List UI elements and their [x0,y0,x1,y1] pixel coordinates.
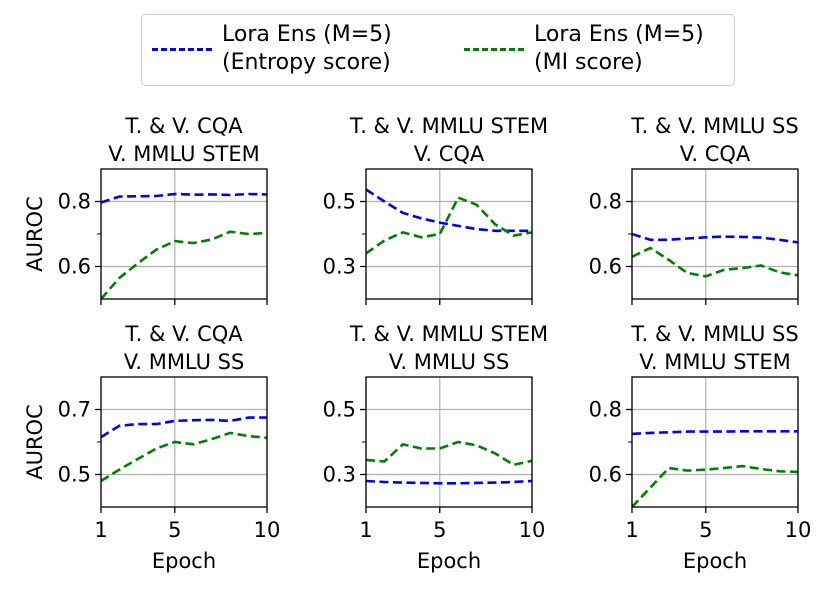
panel-title-line2: V. MMLU STEM [108,142,260,166]
x-tick-label: 10 [785,518,812,542]
y-tick-label: 0.6 [58,255,91,279]
panel-title-line2: V. MMLU SS [124,350,245,374]
y-tick-label: 0.3 [323,463,356,487]
series-line-entropy [632,429,798,436]
plot-frame [631,376,799,508]
series-group [366,188,532,255]
panel-title-line1: T. & V. CQA [124,322,243,346]
series-line-mi [366,195,532,255]
panel-title-line1: T. & V. MMLU STEM [349,322,548,346]
y-tick-label: 0.6 [589,463,622,487]
y-tick-label: 0.8 [589,190,622,214]
x-tick-label: 10 [254,518,281,542]
plot-frame [631,168,799,300]
series-group [101,416,267,483]
legend: Lora Ens (M=5) (Entropy score) Lora Ens … [141,14,735,86]
series-line-entropy [366,188,532,233]
panel-title-line2: V. MMLU STEM [639,350,791,374]
series-group [366,440,532,485]
series-line-mi [632,246,798,278]
x-tick-label: 1 [625,518,638,542]
panel-title-line1: T. & V. MMLU SS [630,114,798,138]
series-line-entropy [101,192,267,204]
series-line-mi [366,440,532,467]
y-tick-label: 0.7 [58,398,91,422]
y-tick-label: 0.5 [58,463,91,487]
panel-title-line1: T. & V. MMLU SS [630,322,798,346]
panel-title-line1: T. & V. MMLU STEM [349,114,548,138]
plot-frame [365,168,533,300]
series-line-mi [632,464,798,507]
y-axis-label: AUROC [23,196,47,272]
y-tick-label: 0.5 [323,190,356,214]
series-group [101,192,267,299]
panel-title-line2: V. CQA [414,142,485,166]
y-tick-label: 0.8 [589,398,622,422]
panel-title-line2: V. CQA [680,142,751,166]
x-tick-label: 1 [94,518,107,542]
legend-label-mi-line1: Lora Ens (M=5) [534,22,704,47]
panel-title-line2: V. MMLU SS [389,350,510,374]
series-line-entropy [101,416,267,439]
panel-4: T. & V. CQA V. MMLU SS 0.5 0.7 1 5 10 Epoch AURO… [23,322,280,573]
series-line-mi [101,431,267,483]
panel-1: T. & V. CQA V. MMLU STEM 0.6 0.8 AUROC [23,114,268,305]
panel-2: T. & V. MMLU STEM V. CQA 0.3 0.5 [323,114,548,305]
x-tick-label: 1 [359,518,372,542]
legend-label-entropy-line2: (Entropy score) [222,50,391,75]
y-tick-label: 0.6 [589,255,622,279]
series-line-entropy [366,479,532,485]
y-tick-label: 0.3 [323,255,356,279]
panel-5: T. & V. MMLU STEM V. MMLU SS 0.3 0.5 1 5 10 Epo… [323,322,549,573]
x-tick-label: 10 [519,518,546,542]
x-tick-label: 5 [699,518,712,542]
plot-frame [365,376,533,508]
x-axis-label: Epoch [152,549,216,573]
x-axis-label: Epoch [683,549,747,573]
plot-frame [100,376,268,508]
panel-3: T. & V. MMLU SS V. CQA 0.6 0.8 [589,114,799,305]
panel-6: T. & V. MMLU SS V. MMLU STEM 0.6 0.8 1 5 10 Epo… [589,322,812,573]
legend-line-entropy [152,48,212,51]
y-axis-label: AUROC [23,404,47,480]
x-tick-label: 5 [433,518,446,542]
x-tick-label: 5 [168,518,181,542]
legend-label-mi-line2: (MI score) [534,50,643,75]
series-group [632,232,798,278]
legend-label-entropy-line1: Lora Ens (M=5) [222,22,392,47]
series-line-mi [101,230,267,299]
legend-line-mi [464,48,524,51]
x-axis-label: Epoch [417,549,481,573]
y-tick-label: 0.8 [58,190,91,214]
panel-title-line1: T. & V. CQA [124,114,243,138]
series-line-entropy [632,232,798,244]
y-tick-label: 0.5 [323,398,356,422]
series-group [632,429,798,507]
